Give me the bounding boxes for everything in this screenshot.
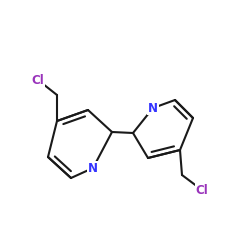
- Text: Cl: Cl: [196, 184, 208, 196]
- Text: N: N: [88, 162, 98, 174]
- Text: N: N: [148, 102, 158, 114]
- Text: Cl: Cl: [32, 74, 44, 86]
